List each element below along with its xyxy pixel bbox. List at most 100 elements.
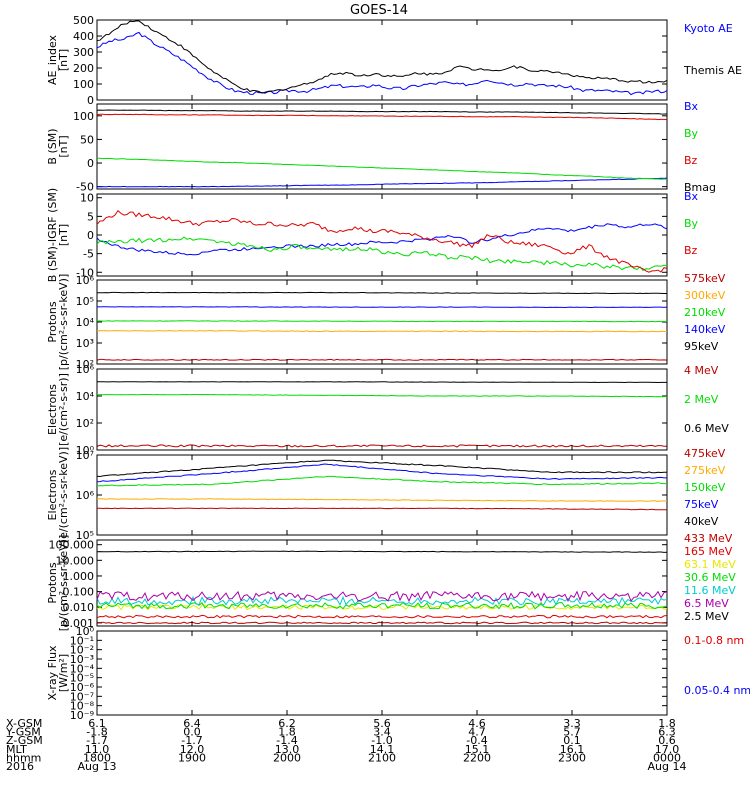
y-axis-label: [nT] (57, 135, 70, 157)
ephemeris-value: 2200 (463, 751, 491, 764)
panel-5: 10⁶ 10⁴ 10² 10⁰ Electrons[e/(cm²-s-sr)] 4 MeV… (46, 363, 729, 457)
ephemeris-value: 0.0 (183, 726, 201, 739)
legend-entry: Bz (684, 244, 698, 257)
y-axis-label: [e/(cm²-s-sr)] (57, 373, 70, 446)
y-tick-label: 10⁻⁶ (70, 681, 95, 694)
legend-entry: 75keV (684, 498, 719, 511)
panel-1: 500 400 300 200 100 0 AE_index[nT] Kyoto AE Them… (46, 14, 742, 107)
ephemeris-table: X-GSM 6.1 6.4 6.2 5.6 4.6 3.3 1.8 Y-GSM -1.8 0.0 1.… (5, 717, 686, 773)
y-tick-label: 10⁶ (76, 489, 95, 502)
ephemeris-label: X-GSM (6, 717, 42, 730)
y-tick-label: 400 (73, 30, 94, 43)
y-tick-label: 10⁷ (76, 449, 94, 462)
y-tick-label: 100 (73, 110, 94, 123)
y-tick-label: -5 (83, 248, 94, 261)
y-tick-label: 10⁴ (76, 316, 95, 329)
panel-3: 10 5 0 -5 -10 B (SM)-IGRF (SM)[nT] Bx By Bz (46, 188, 699, 282)
ephemeris-value: 3.4 (373, 726, 391, 739)
y-axis-label: X-ray Flux (46, 645, 59, 701)
ephemeris-value: 1900 (178, 751, 206, 764)
y-axis-label: Electrons (46, 384, 59, 435)
panel-7: 100.000 10.000 1.000 0.100 0.010 0.001 Protons… (46, 532, 736, 631)
y-tick-label: -10 (76, 266, 94, 279)
legend-entry: Bmag (684, 181, 716, 194)
y-axis-label: Electrons (46, 469, 59, 520)
y-tick-label: 100 (73, 78, 94, 91)
legend-entry: 2.5 MeV (684, 610, 729, 623)
y-tick-label: 10 (80, 192, 94, 205)
ephemeris-value: 5.7 (563, 726, 581, 739)
ephemeris-value: 0.1 (563, 734, 581, 747)
panel-frame (96, 630, 668, 716)
y-tick-label: 50 (80, 133, 94, 146)
y-tick-label: 10⁻¹ (70, 634, 94, 647)
ephemeris-value: -1.7 (86, 734, 107, 747)
legend-entry: 63.1 MeV (684, 558, 736, 571)
ephemeris-value: 1.8 (278, 726, 296, 739)
panel-2: 100 50 0 -50 B (SM)[nT] Bx By Bz Bmag (46, 100, 716, 194)
legend-entry: 210keV (684, 306, 726, 319)
y-tick-label: 5 (87, 210, 94, 223)
y-axis-label: AE_index (46, 34, 59, 85)
y-tick-label: 10⁶ (76, 274, 95, 287)
ephemeris-value: 1800 (83, 751, 111, 764)
ephemeris-value: 6.4 (183, 717, 201, 730)
series-line (96, 113, 668, 121)
y-tick-label: 10⁵ (76, 529, 94, 542)
panel-frame (96, 454, 668, 536)
y-tick-label: 10⁰ (76, 625, 95, 638)
legend-entry: 165 MeV (684, 545, 733, 558)
y-tick-label: 0.010 (63, 601, 95, 614)
ephemeris-value: 13.0 (275, 743, 300, 756)
ephemeris-value: 15.1 (465, 743, 490, 756)
y-axis-label: [p/(cm²-s-sr-keV)] (57, 274, 70, 371)
series-line (96, 109, 668, 115)
series-line (96, 157, 668, 180)
y-tick-label: -50 (76, 181, 94, 194)
y-axis-label: [e/(cm²-s-sr-keV)] (57, 447, 70, 543)
legend-entry: 95keV (684, 340, 719, 353)
y-tick-label: 10⁰ (76, 444, 95, 457)
ephemeris-value: -1.4 (276, 734, 297, 747)
legend-entry: By (684, 217, 699, 230)
y-tick-label: 1.000 (63, 570, 95, 583)
legend-entry: 150keV (684, 481, 726, 494)
ephemeris-label: Z-GSM (6, 734, 43, 747)
series-line (96, 475, 668, 487)
panel-4: 10⁶ 10⁵ 10⁴ 10³ 10² Protons[p/(cm²-s-sr-keV)]… (46, 272, 726, 371)
ephemeris-value: 1.8 (658, 717, 676, 730)
y-tick-label: 0.001 (63, 617, 95, 630)
ephemeris-value: 4.7 (468, 726, 486, 739)
series-line (96, 236, 668, 272)
ephemeris-value: 6.3 (658, 726, 676, 739)
series-line (96, 498, 667, 502)
ephemeris-value: 2300 (558, 751, 586, 764)
ephemeris-value: -1.8 (86, 726, 107, 739)
y-axis-label: [p/(cm²-s-sr-keV)] (57, 535, 70, 632)
legend-entry: 300keV (684, 289, 726, 302)
ephemeris-value: 2000 (273, 751, 301, 764)
legend-entry: 6.5 MeV (684, 597, 729, 610)
y-axis-label: Protons (46, 562, 59, 603)
y-tick-label: 10⁶ (76, 363, 95, 376)
y-tick-label: 300 (73, 46, 94, 59)
legend-entry: 2 MeV (684, 393, 719, 406)
ephemeris-value: 3.3 (563, 717, 581, 730)
series-line (96, 459, 667, 478)
y-tick-label: 10³ (76, 337, 94, 350)
series-line (97, 393, 667, 398)
ephemeris-value: 17.0 (655, 743, 680, 756)
legend-entry: 0.1-0.8 nm (684, 634, 744, 647)
series-line (96, 590, 668, 603)
ephemeris-value: 11.0 (85, 743, 110, 756)
series-line (96, 209, 668, 273)
y-tick-label: 100.000 (49, 539, 95, 552)
legend-entry: 140keV (684, 323, 726, 336)
ephemeris-year: 2016 (6, 760, 34, 773)
legend-entry: 4 MeV (684, 364, 719, 377)
y-tick-label: 500 (73, 14, 94, 27)
y-tick-label: 10⁻⁸ (70, 700, 95, 713)
legend-entry: 475keV (684, 447, 726, 460)
y-axis-label: [nT] (57, 224, 70, 246)
